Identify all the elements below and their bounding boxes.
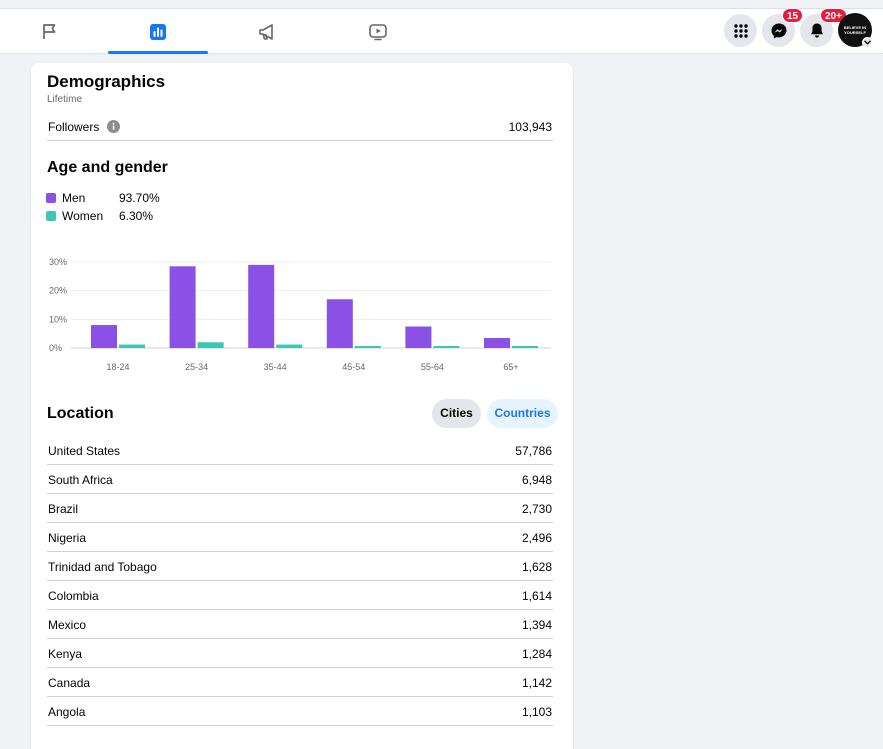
bar-men-35-44[interactable] — [248, 264, 275, 348]
location-name: Trinidad and Tobago — [48, 560, 157, 574]
location-row: Canada 1,142 — [47, 668, 553, 697]
menu-button[interactable] — [724, 14, 757, 47]
location-row: Brazil 2,730 — [47, 494, 553, 523]
location-value: 2,730 — [521, 502, 552, 516]
legend-men-value: 93.70% — [119, 191, 160, 205]
flag-icon — [43, 23, 56, 39]
bell-icon — [810, 23, 823, 38]
info-icon[interactable] — [106, 120, 120, 133]
location-name: Nigeria — [48, 531, 87, 545]
megaphone-icon — [259, 23, 273, 40]
messenger-button[interactable]: 15 — [762, 8, 804, 47]
bar-men-45-54[interactable] — [326, 299, 353, 348]
bar-men-18-24[interactable] — [91, 325, 117, 348]
location-value: 57,786 — [515, 444, 552, 458]
bar-women-18-24[interactable] — [119, 344, 145, 348]
legend-item-women: Women 6.30% — [46, 209, 153, 223]
location-value: 1,284 — [521, 647, 552, 661]
avatar-logo-text: BELIEVE IN YOURSELF — [843, 25, 867, 35]
countries-button[interactable]: Countries — [487, 399, 558, 428]
y-tick-label: 10% — [49, 314, 67, 324]
location-row: Angola 1,103 — [47, 697, 553, 726]
x-tick-label: 35-44 — [264, 362, 287, 372]
location-name: United States — [48, 444, 121, 458]
x-tick-label: 45-54 — [342, 362, 365, 372]
location-row: United States 57,786 — [47, 436, 553, 465]
followers-label: Followers — [48, 120, 120, 134]
location-name: Angola — [48, 705, 86, 719]
video-play-icon — [369, 23, 387, 40]
legend-women-value: 6.30% — [119, 209, 154, 223]
location-row: Colombia 1,614 — [47, 581, 553, 610]
account-chevron-down-icon[interactable] — [862, 37, 873, 48]
location-value: 1,628 — [521, 560, 552, 574]
avatar[interactable]: BELIEVE IN YOURSELF — [838, 13, 873, 48]
location-name: Colombia — [48, 589, 99, 603]
x-tick-label: 65+ — [503, 362, 518, 372]
bar-women-35-44[interactable] — [276, 344, 303, 348]
bar-women-45-54[interactable] — [354, 346, 381, 348]
bar-men-65+[interactable] — [484, 337, 510, 348]
legend-item-men: Men 93.70% — [46, 191, 160, 205]
location-value: 1,394 — [521, 618, 552, 632]
demographics-title: Demographics — [47, 72, 166, 91]
bar-men-55-64[interactable] — [405, 326, 432, 349]
messenger-icon — [771, 23, 786, 38]
grid-menu-icon — [733, 23, 748, 38]
women-swatch — [46, 211, 56, 221]
bar-women-55-64[interactable] — [433, 346, 460, 348]
bar-women-25-34[interactable] — [197, 342, 224, 348]
men-swatch — [46, 193, 56, 203]
followers-row: Followers 103,943 — [47, 112, 553, 141]
tab-video[interactable] — [328, 9, 428, 54]
demographics-subtitle: Lifetime — [47, 94, 83, 105]
age-gender-bar-chart: 0% 10% 20% 30% 18-24 25-34 35-44 45-54 55-64 65+ — [49, 257, 551, 372]
legend-men-label: Men — [62, 191, 86, 205]
location-value: 6,948 — [521, 473, 552, 487]
location-value: 1,103 — [521, 705, 552, 719]
insights-chart-icon — [150, 23, 166, 40]
x-tick-label: 25-34 — [185, 362, 208, 372]
notifications-button[interactable]: 20+ — [800, 8, 847, 47]
demographics-card: Demographics Lifetime Followers 103,943 … — [31, 63, 573, 749]
bar-men-25-34[interactable] — [169, 266, 196, 348]
legend-women-label: Women — [62, 209, 104, 223]
y-tick-label: 0% — [49, 343, 62, 353]
x-tick-label: 18-24 — [106, 362, 129, 372]
location-value: 2,496 — [521, 531, 552, 545]
top-navigation-bar: 15 20+ BELIEVE IN YOURSELF — [0, 8, 883, 54]
location-name: Mexico — [48, 618, 87, 632]
location-row: Nigeria 2,496 — [47, 523, 553, 552]
location-row: Kenya 1,284 — [47, 639, 553, 668]
location-name: South Africa — [48, 473, 113, 487]
bar-women-65+[interactable] — [512, 346, 538, 348]
y-tick-label: 30% — [49, 257, 67, 267]
location-name: Brazil — [48, 502, 79, 516]
tab-pages[interactable] — [0, 9, 100, 54]
y-tick-label: 20% — [49, 286, 67, 296]
tab-insights[interactable] — [108, 9, 208, 54]
location-row: Trinidad and Tobago 1,628 — [47, 552, 553, 581]
cities-button[interactable]: Cities — [432, 399, 481, 428]
age-gender-title: Age and gender — [47, 159, 168, 176]
location-title: Location — [47, 405, 114, 422]
location-name: Canada — [48, 676, 91, 690]
followers-value: 103,943 — [508, 120, 552, 134]
location-value: 1,614 — [521, 589, 552, 603]
tab-ads[interactable] — [218, 9, 318, 54]
messenger-badge: 15 — [782, 8, 804, 23]
location-row: South Africa 6,948 — [47, 465, 553, 494]
location-name: Kenya — [48, 647, 83, 661]
x-tick-label: 55-64 — [421, 362, 444, 372]
location-row: Mexico 1,394 — [47, 610, 553, 639]
location-value: 1,142 — [521, 676, 552, 690]
